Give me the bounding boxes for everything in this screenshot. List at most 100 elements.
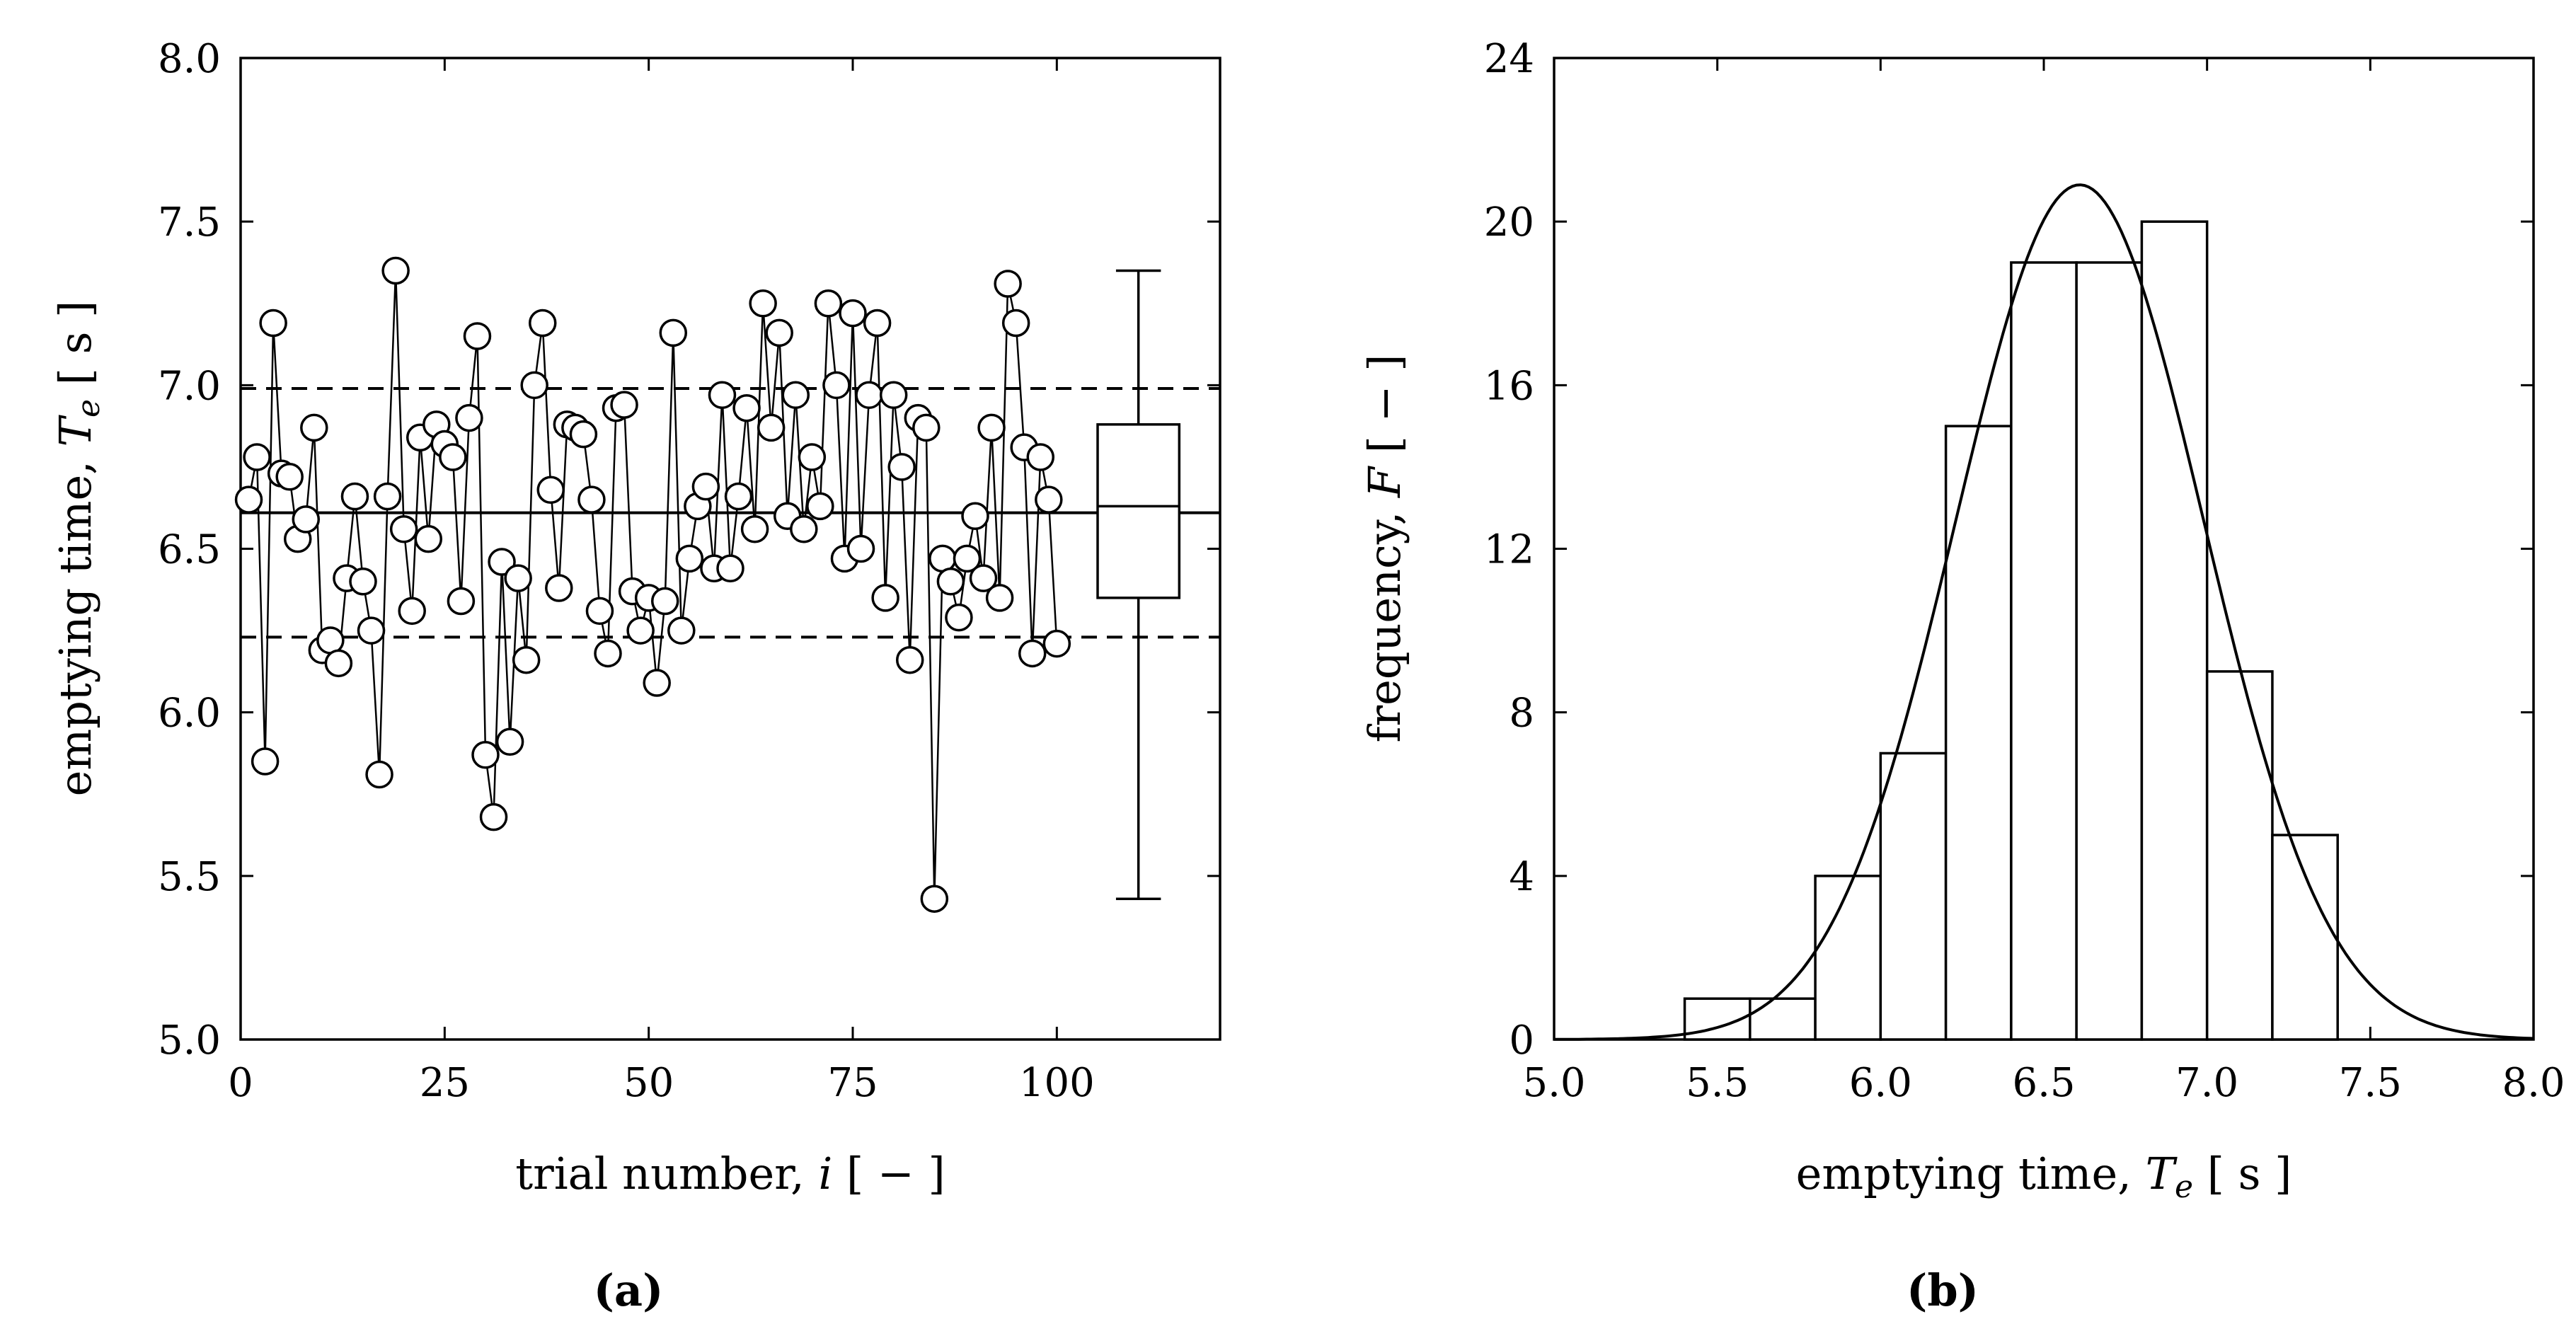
panel-a-data-point [251,747,280,776]
panel-a-data-point [381,256,410,285]
panel-a-data-point [977,413,1006,442]
panel-b-x-tick-label: 7.5 [2339,1060,2402,1106]
panel-a-data-point [724,482,753,511]
panel-a-data-point [643,669,671,697]
histogram-bar [2205,670,2274,1041]
panel-a-data-point [447,587,476,616]
panel-a-data-point [691,472,720,501]
panel-a-data-point [846,534,875,563]
panel-a-data-point [675,544,704,573]
histogram-bar [2010,261,2078,1041]
panel-b-x-tick-label: 6.0 [1849,1060,1912,1106]
panel-a-x-tick-label: 50 [623,1060,674,1106]
panel-a-data-point [749,289,777,318]
panel-a-data-point [340,482,369,511]
panel-a-data-point [871,584,899,612]
panel-a-data-point [765,318,793,347]
panel-a-data-point [439,443,467,471]
panel-a-data-point [365,760,393,789]
panel-a-y-tick-label: 6.5 [158,527,221,573]
panel-a-data-point [969,564,998,592]
histogram-bar [2140,220,2209,1041]
panel-a-data-point [585,597,614,626]
panel-a-data-point [740,515,769,543]
panel-a-data-point [1001,309,1030,338]
panel-a-x-axis-label: trial number, i [ − ] [515,1148,945,1199]
panel-a-data-point [887,453,916,481]
panel-a-data-point [577,485,606,514]
panel-a-data-point [928,544,957,573]
panel-a-data-point [708,381,737,409]
panel-a-data-point [479,802,508,831]
panel-b-y-tick-label: 4 [1509,854,1534,900]
panel-a-y-tick-label: 6.0 [158,691,221,737]
panel-a-data-point [324,649,353,678]
panel-a-data-point [912,413,941,442]
panel-a-data-point [243,443,271,471]
panel-a-data-point [626,616,655,645]
panel-a-data-point [806,492,834,521]
panel-b-x-tick-label: 5.0 [1522,1060,1585,1106]
histogram-bar [1749,997,1817,1041]
panel-a-run-chart: 0 25 50 75 100 5.0 5.5 6.0 6.5 7.0 7.5 8.0 trial nu… [50,36,1221,1316]
panel-a-data-point [879,381,908,409]
panel-a-data-point [732,393,761,422]
panel-a-data-point [863,309,892,338]
panel-a-data-point [822,371,851,400]
panel-a-data-point [471,741,500,769]
panel-a-data-point [373,482,402,511]
panel-a-data-point [659,318,688,347]
panel-a-y-tick-label: 8.0 [158,36,221,82]
panel-a-data-point [895,645,924,674]
panel-b-x-tick-label: 6.5 [2012,1060,2075,1106]
panel-a-data-point [316,626,345,655]
panel-a-data-point [985,584,1014,612]
panel-b-x-tick-label: 7.0 [2175,1060,2238,1106]
panel-a-data-point [463,322,492,350]
panel-a-data-point [488,548,516,576]
panel-a-data-point [545,574,573,602]
panel-a-x-tick-label: 75 [827,1060,878,1106]
panel-a-plot-frame [239,57,1221,1041]
boxplot-box [1096,423,1181,599]
panel-a-data-point [667,616,696,645]
panel-b-y-tick-label: 0 [1509,1018,1534,1064]
panel-a-data-point [594,639,622,668]
panel-a-data-point [945,603,973,632]
panel-a-data-point [1042,629,1071,658]
panel-a-data-point [994,270,1022,298]
panel-a-data-point [1026,443,1055,471]
panel-b-histogram: 5.0 5.5 6.0 6.5 7.0 7.5 8.0 0 4 8 12 16 20 24 emptyin… [1359,36,2565,1316]
panel-a-data-point [414,524,443,553]
panel-a-y-axis-label: emptying time, Te [ s ] [50,301,107,797]
panel-a-data-point [610,391,638,419]
panel-b-y-tick-label: 12 [1484,527,1534,573]
panel-a-data-point [781,381,810,409]
panel-a-y-tick-label: 7.0 [158,363,221,409]
panel-a-x-tick-label: 25 [420,1060,470,1106]
panel-a-data-point [716,554,744,582]
panel-a-data-point [814,289,843,318]
panel-a-data-point [839,299,867,328]
panel-a-data-point [504,564,532,592]
panel-a-data-point [1018,639,1047,668]
panel-b-x-tick-label: 8.0 [2502,1060,2565,1106]
panel-a-label: (a) [594,1265,664,1316]
panel-a-x-tick-label: 100 [1019,1060,1095,1106]
panel-a-data-point [512,645,541,674]
panel-a-data-point [961,502,989,531]
panel-a-x-tick-label: 0 [228,1060,253,1106]
panel-a-data-point [455,403,483,432]
panel-a-data-point [275,463,304,491]
panel-a-data-point [1035,485,1063,514]
histogram-bar [1814,875,1882,1041]
panel-a-data-point [398,597,426,626]
panel-a-data-point [757,413,786,442]
panel-a-data-point [234,485,263,514]
panel-b-y-tick-label: 24 [1484,36,1534,82]
panel-a-data-point [936,567,965,596]
panel-a-data-point [569,420,598,449]
panel-a-data-point [300,413,328,442]
panel-a-data-point [790,515,818,543]
